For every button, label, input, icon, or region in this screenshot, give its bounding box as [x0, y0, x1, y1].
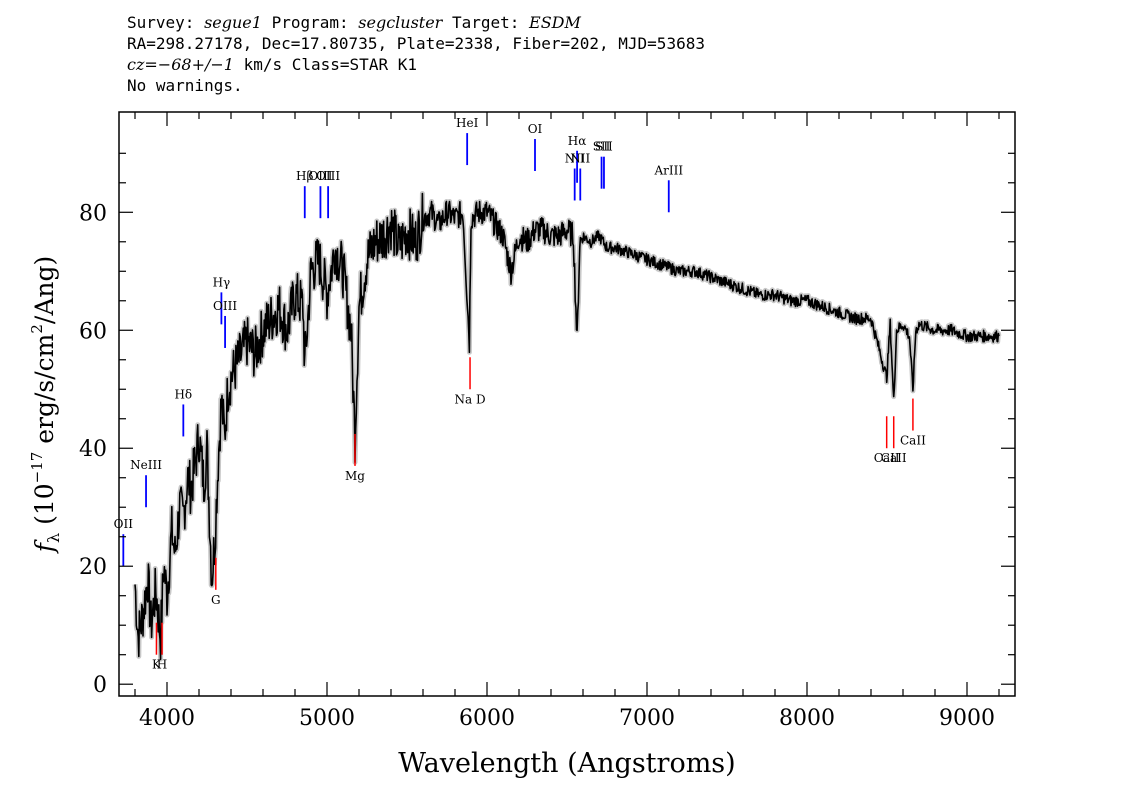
header-line-warnings: No warnings.: [127, 76, 243, 95]
y-tick-label: 40: [79, 437, 107, 462]
ticks-layer: 4000 5000 6000 7000 8000 9000 0 20 40 60 80: [79, 112, 1015, 731]
spectrum-header: Survey: segue1 Program: segcluster Targe…: [127, 12, 705, 96]
plot-frame: [118, 111, 1016, 697]
emission-line-label: Hδ: [174, 387, 192, 401]
emission-line-label: Hα: [568, 134, 587, 148]
emission-line-label: OIII: [308, 169, 332, 183]
header-line-survey: Survey: segue1 Program: segcluster Targe…: [127, 12, 705, 33]
target-value: ESDM: [529, 13, 581, 32]
x-tick-label: 7000: [619, 706, 675, 731]
absorption-line-label: CaII: [881, 451, 907, 465]
y-tick-label: 80: [79, 201, 107, 226]
survey-label: Survey:: [127, 13, 205, 32]
absorption-line-label: Na D: [454, 392, 485, 406]
x-tick-label: 4000: [139, 706, 195, 731]
y-tick-label: 60: [79, 319, 107, 344]
emission-line-label: NeIII: [130, 458, 162, 472]
emission-line-label: OIII: [213, 299, 237, 313]
emission-line-label: OII: [114, 517, 134, 531]
absorption-line-label: CaII: [900, 434, 926, 448]
emission-line-label: OI: [528, 122, 543, 136]
emission-line-label: SII: [595, 140, 613, 154]
absorption-line-label: K: [152, 658, 162, 672]
emission-line-label: Hγ: [213, 275, 231, 289]
header-line-coordinates: RA=298.27178, Dec=17.80735, Plate=2338, …: [127, 34, 705, 53]
spectrum-series-line: [134, 192, 1000, 661]
target-label: Target:: [442, 13, 530, 32]
emission-line-label: SII: [593, 140, 611, 154]
y-tick-label: 20: [79, 555, 107, 580]
x-tick-label: 5000: [299, 706, 355, 731]
survey-value: segue1: [204, 13, 262, 32]
error-band: [132, 191, 1002, 662]
emission-line-label: NII: [565, 151, 585, 165]
emission-line-label: Hβ: [296, 169, 313, 183]
absorption-line-label: CaII: [874, 451, 900, 465]
y-tick-label: 0: [93, 673, 107, 698]
class-value: km/s Class=STAR K1: [233, 55, 417, 74]
emission-line-label: NII: [570, 151, 590, 165]
x-tick-label: 9000: [939, 706, 995, 731]
x-tick-label: 8000: [779, 706, 835, 731]
program-value: segcluster: [358, 13, 443, 32]
cz-value: cz=−68+/−1: [127, 55, 234, 74]
program-label: Program:: [261, 13, 359, 32]
emission-line-label: OIII: [316, 169, 340, 183]
header-line-redshift: cz=−68+/−1 km/s Class=STAR K1: [127, 54, 705, 75]
emission-line-label: HeI: [456, 116, 479, 130]
absorption-line-label: G: [211, 593, 221, 607]
y-axis-label: fλ (10−17 erg/s/cm2/Ang): [28, 256, 63, 555]
x-tick-label: 6000: [459, 706, 515, 731]
emission-line-label: ArIII: [653, 163, 683, 177]
x-axis-label: Wavelength (Angstroms): [398, 748, 735, 779]
spectrum-layer: [132, 191, 1002, 662]
absorption-line-label: Mg: [345, 469, 365, 483]
absorption-line-label: H: [157, 658, 167, 672]
